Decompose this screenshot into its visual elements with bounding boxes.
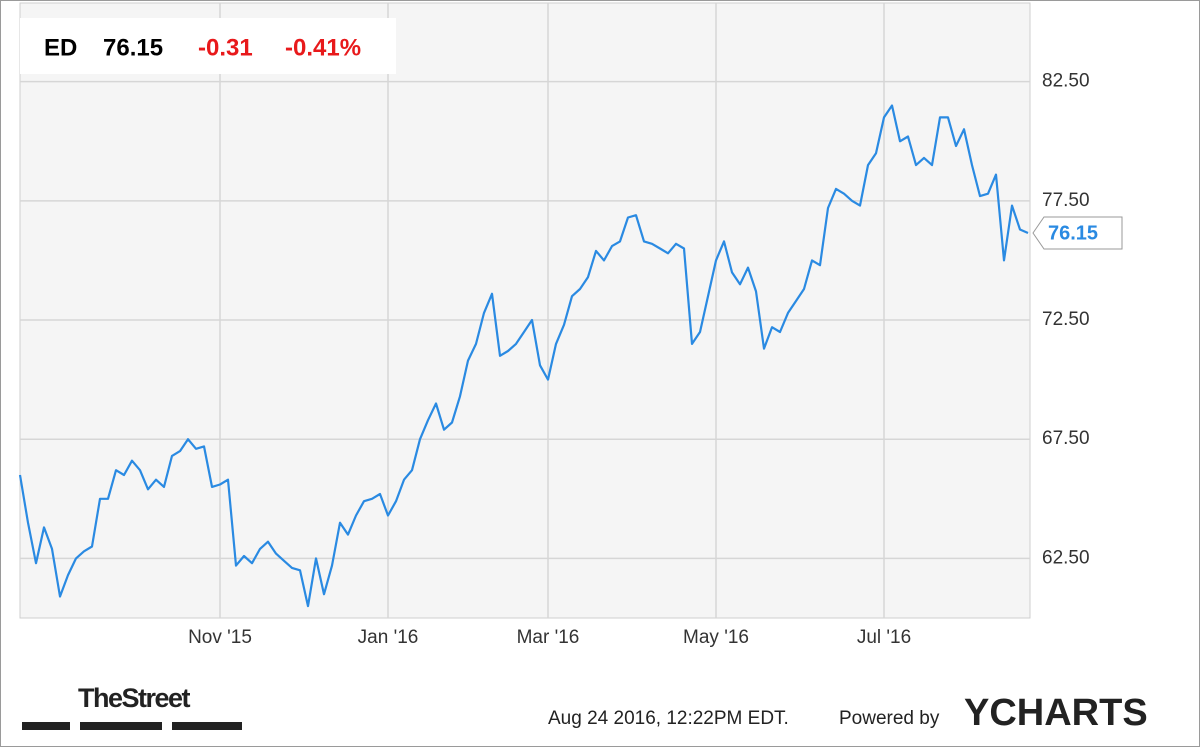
last-value-badge <box>1032 216 1123 250</box>
symbol: ED <box>44 34 77 61</box>
x-tick-label: Jan '16 <box>358 627 419 648</box>
y-tick-label: 67.50 <box>1042 428 1090 449</box>
header-box <box>20 18 396 74</box>
change-pct: -0.41% <box>285 34 361 61</box>
y-tick-label: 62.50 <box>1042 547 1090 568</box>
y-tick-label: 77.50 <box>1042 190 1090 211</box>
price-line <box>18 104 1029 608</box>
logo-bar <box>80 722 162 730</box>
x-tick-label: Mar '16 <box>517 627 580 648</box>
logo-bar <box>22 722 70 730</box>
y-tick-label: 72.50 <box>1042 309 1090 330</box>
last-value-label: 76.15 <box>1048 222 1098 244</box>
change: -0.31 <box>198 34 253 61</box>
x-tick-label: Nov '15 <box>188 627 252 648</box>
price: 76.15 <box>103 34 163 61</box>
y-tick-label: 82.50 <box>1042 71 1090 92</box>
x-tick-label: May '16 <box>683 627 749 648</box>
timestamp: Aug 24 2016, 12:22PM EDT. <box>548 708 789 729</box>
source-logo: TheStreet <box>78 683 191 713</box>
brand-logo: YCHARTS <box>964 692 1148 734</box>
powered-by: Powered by <box>839 708 940 729</box>
x-tick-label: Jul '16 <box>857 627 911 648</box>
plot-area <box>19 2 1031 619</box>
logo-bar <box>172 722 242 730</box>
